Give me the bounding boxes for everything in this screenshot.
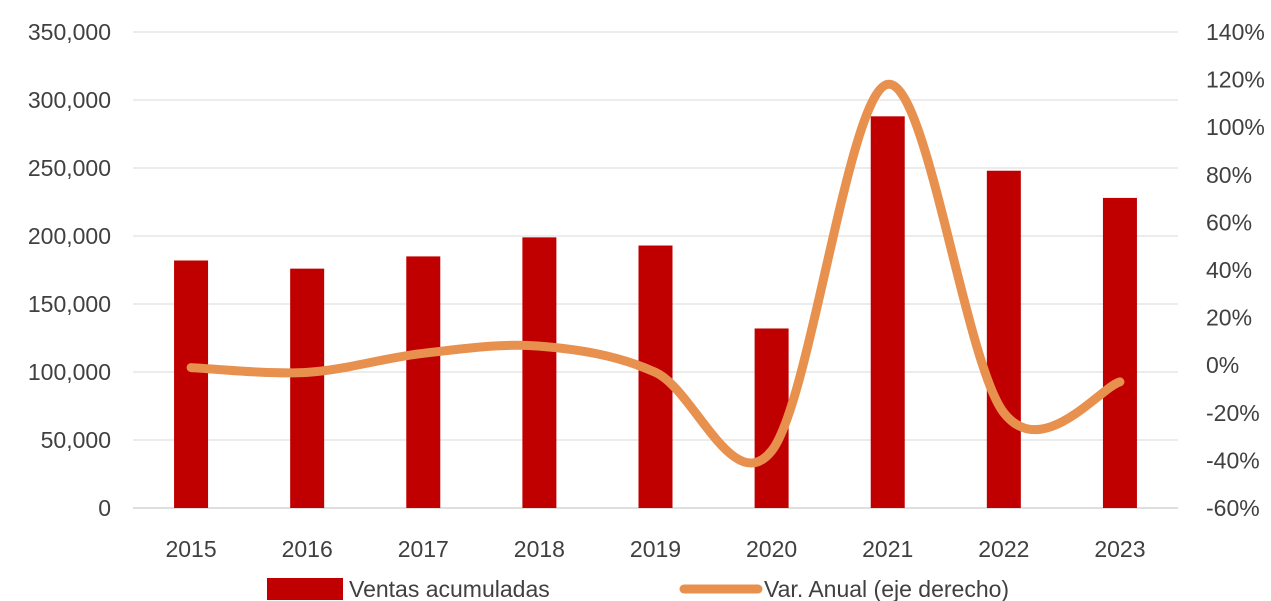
legend-label-bar: Ventas acumuladas — [349, 576, 550, 601]
bar — [406, 256, 441, 508]
x-axis-tick-label: 2017 — [398, 536, 449, 562]
left-axis-tick-label: 250,000 — [28, 155, 111, 181]
right-axis-tick-label: 80% — [1206, 162, 1252, 188]
x-axis-tick-label: 2015 — [165, 536, 216, 562]
right-axis-tick-label: 40% — [1206, 257, 1252, 283]
left-axis-tick-label: 50,000 — [41, 427, 111, 453]
x-axis-tick-label: 2022 — [978, 536, 1029, 562]
bar-series — [174, 116, 1137, 509]
bar — [870, 116, 905, 508]
right-axis-tick-label: -60% — [1206, 495, 1260, 521]
legend-swatch-bar — [267, 578, 343, 600]
left-axis-tick-label: 300,000 — [28, 87, 111, 113]
x-axis-ticks: 2015 2016 2017 2018 2019 2020 2021 2022 2023 — [165, 536, 1145, 562]
bar — [986, 170, 1021, 508]
x-axis-tick-label: 2018 — [514, 536, 565, 562]
left-axis-tick-label: 150,000 — [28, 291, 111, 317]
right-axis-ticks: -60% -40% -20% 0% 20% 40% 60% 80% 100% 120% 140% — [1206, 19, 1265, 521]
left-axis-ticks: 0 50,000 100,000 150,000 200,000 250,000 300,0… — [28, 19, 111, 521]
bar — [522, 237, 557, 509]
right-axis-tick-label: 60% — [1206, 209, 1252, 235]
line-path — [186, 79, 1125, 468]
right-axis-tick-label: 0% — [1206, 352, 1239, 378]
line-series — [186, 79, 1125, 468]
x-axis-tick-label: 2023 — [1094, 536, 1145, 562]
bar — [174, 260, 209, 508]
right-axis-tick-label: 20% — [1206, 305, 1252, 331]
left-axis-tick-label: 200,000 — [28, 223, 111, 249]
right-axis-tick-label: 100% — [1206, 114, 1265, 140]
x-axis-tick-label: 2019 — [630, 536, 681, 562]
left-axis-tick-label: 350,000 — [28, 19, 111, 45]
right-axis-tick-label: 140% — [1206, 19, 1265, 45]
right-axis-tick-label: -40% — [1206, 447, 1260, 473]
x-axis-tick-label: 2016 — [282, 536, 333, 562]
right-axis-tick-label: -20% — [1206, 400, 1260, 426]
bar — [290, 268, 325, 508]
bar — [1102, 197, 1137, 509]
legend: Ventas acumuladas Var. Anual (eje derech… — [267, 576, 1009, 601]
x-axis-tick-label: 2020 — [746, 536, 797, 562]
left-axis-tick-label: 0 — [98, 495, 111, 521]
legend-label-line: Var. Anual (eje derecho) — [764, 576, 1009, 601]
right-axis-tick-label: 120% — [1206, 67, 1265, 93]
left-axis-tick-label: 100,000 — [28, 359, 111, 385]
x-axis-tick-label: 2021 — [862, 536, 913, 562]
